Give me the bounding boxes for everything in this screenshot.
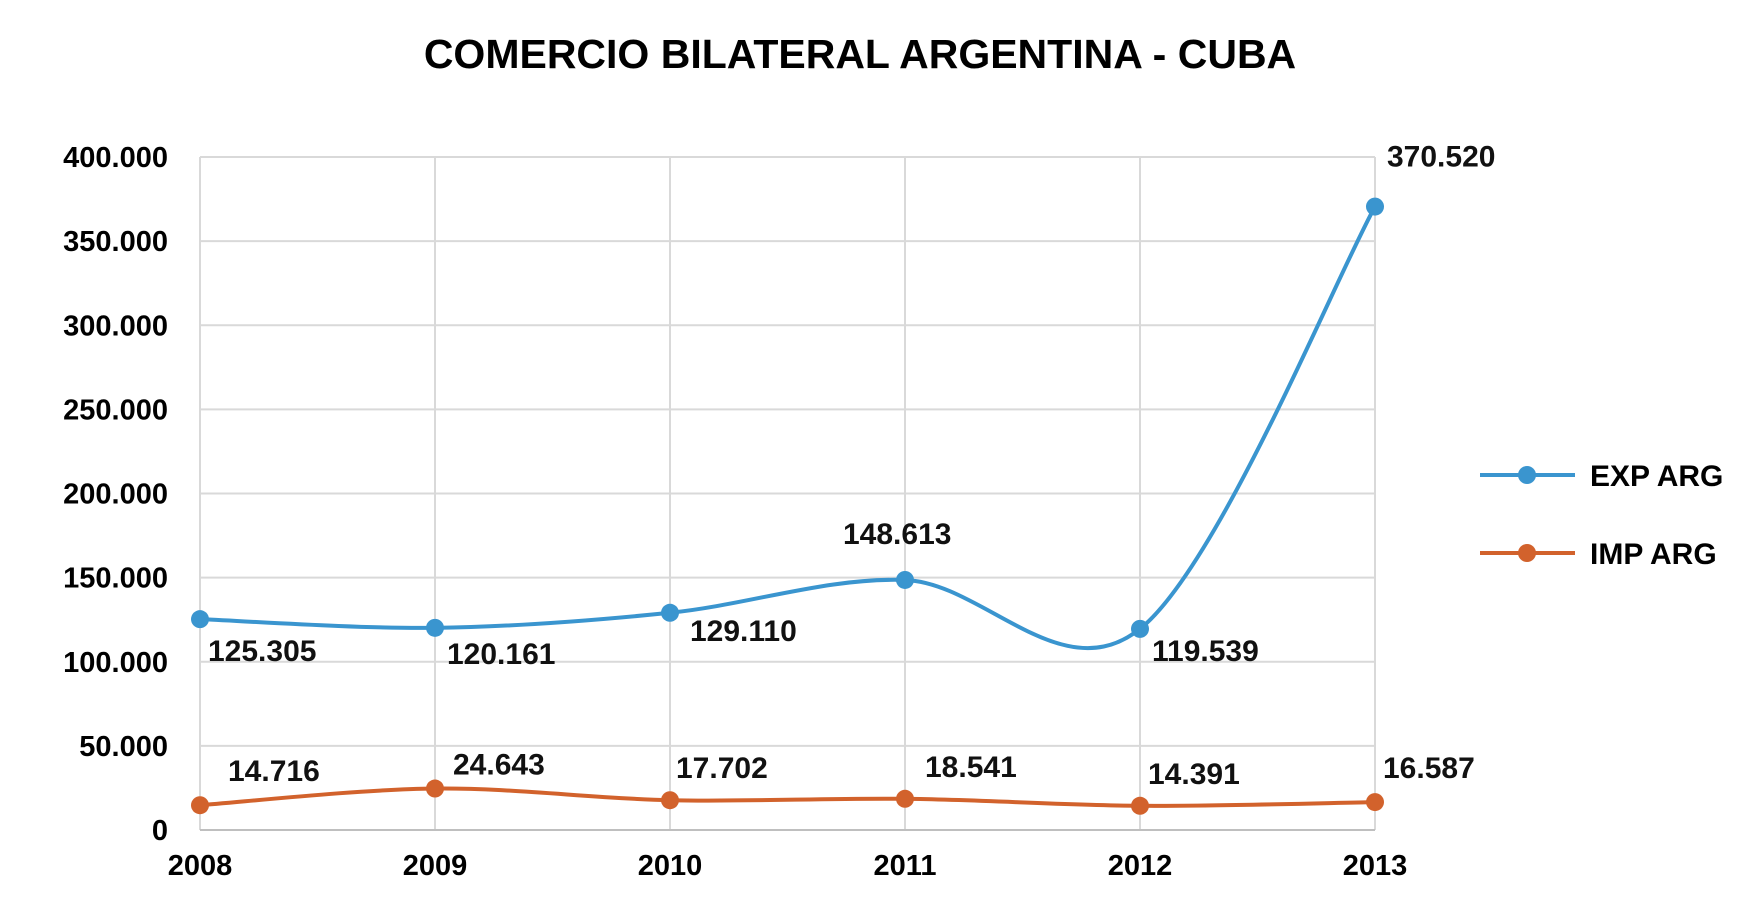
y-axis-ticks: 0 50.000 100.000 150.000 200.000 250.000 300.0…	[63, 142, 168, 847]
imp-arg-data-label: 14.391	[1148, 758, 1240, 791]
exp-arg-data-label: 129.110	[690, 615, 797, 648]
y-tick-label: 100.000	[63, 647, 168, 679]
imp-arg-legend-label: IMP ARG	[1590, 538, 1717, 571]
imp-arg-point	[426, 779, 444, 798]
imp-arg-legend-marker	[1518, 544, 1536, 562]
exp-arg-point	[191, 610, 209, 629]
y-tick-label: 250.000	[63, 394, 168, 426]
imp-arg-data-label: 18.541	[925, 751, 1017, 784]
exp-arg-legend-marker	[1518, 466, 1536, 484]
exp-arg-point	[661, 603, 679, 622]
exp-arg-point	[896, 570, 914, 589]
imp-arg-point	[1366, 793, 1384, 812]
exp-arg-point	[1366, 197, 1384, 216]
x-axis-ticks: 2008 2009 2010 2011 2012 2013	[168, 850, 1408, 882]
y-tick-label: 200.000	[63, 479, 168, 511]
x-tick-label: 2010	[638, 850, 703, 882]
data-labels: 125.305 120.161 129.110 148.613 119.539 370.5…	[208, 141, 1495, 791]
imp-arg-point	[191, 796, 209, 815]
y-tick-label: 350.000	[63, 226, 168, 258]
y-tick-label: 50.000	[79, 731, 168, 763]
exp-arg-data-label: 120.161	[447, 638, 555, 671]
exp-arg-data-label: 370.520	[1387, 141, 1495, 174]
x-tick-label: 2008	[168, 850, 233, 882]
x-tick-label: 2012	[1108, 850, 1173, 882]
imp-arg-point	[1131, 796, 1149, 815]
y-tick-label: 300.000	[63, 310, 168, 342]
chart-title: COMERCIO BILATERAL ARGENTINA - CUBA	[424, 31, 1296, 77]
series-lines	[198, 204, 1377, 808]
y-tick-label: 150.000	[63, 563, 168, 595]
imp-arg-data-label: 14.716	[228, 755, 320, 788]
imp-arg-point	[896, 789, 914, 808]
legend: EXP ARG IMP ARG	[1480, 460, 1723, 571]
exp-arg-data-label: 148.613	[843, 518, 951, 551]
exp-arg-data-label: 125.305	[208, 635, 316, 668]
y-tick-label: 400.000	[63, 142, 168, 174]
exp-arg-point	[1131, 619, 1149, 638]
exp-arg-point	[426, 618, 444, 637]
exp-arg-data-label: 119.539	[1152, 635, 1259, 668]
imp-arg-data-label: 24.643	[453, 749, 545, 782]
imp-arg-line	[198, 786, 1377, 808]
imp-arg-data-label: 16.587	[1383, 752, 1475, 785]
x-tick-label: 2009	[403, 850, 468, 882]
gridlines	[199, 156, 1376, 831]
y-tick-label: 0	[152, 815, 168, 847]
series-markers	[191, 197, 1384, 815]
x-tick-label: 2013	[1343, 850, 1408, 882]
imp-arg-data-label: 17.702	[676, 752, 768, 785]
exp-arg-line	[198, 204, 1377, 651]
x-tick-label: 2011	[874, 850, 937, 882]
imp-arg-point	[661, 791, 679, 810]
exp-arg-legend-label: EXP ARG	[1590, 460, 1723, 493]
